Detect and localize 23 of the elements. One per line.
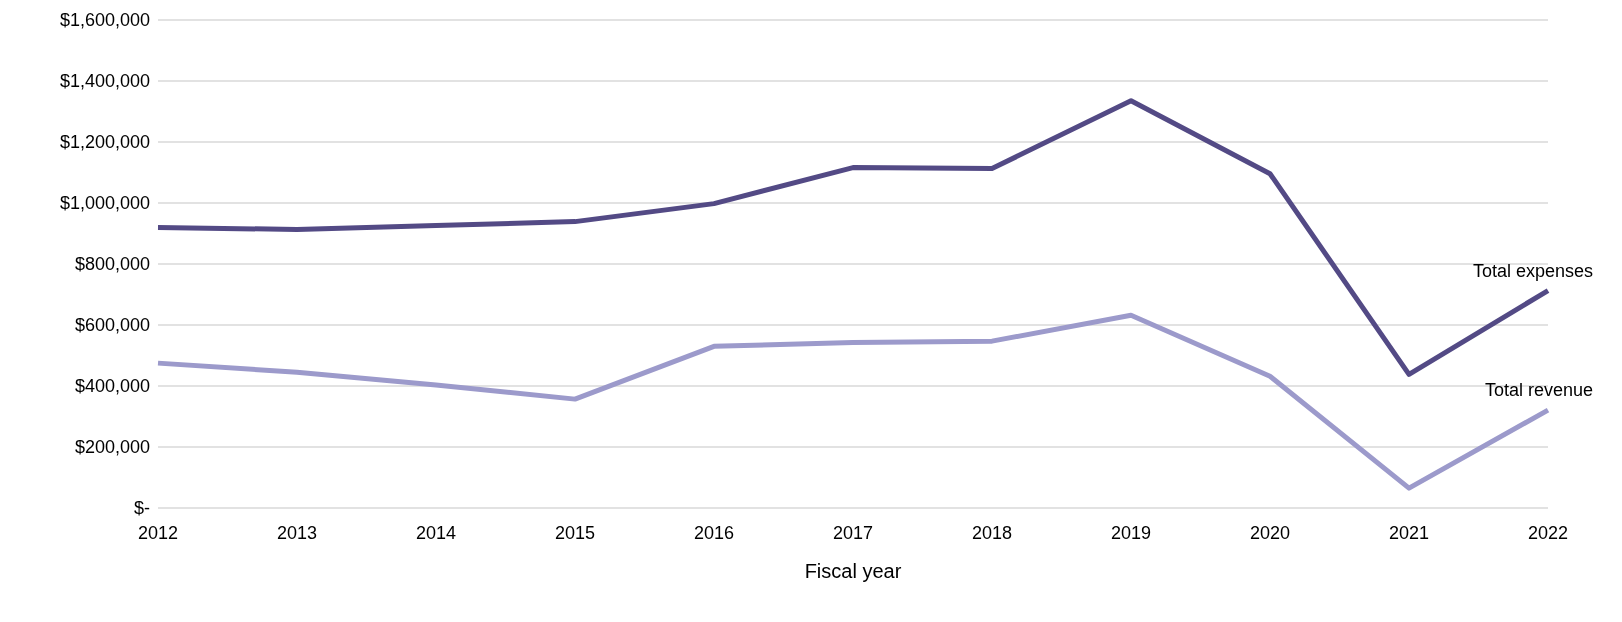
x-axis-title: Fiscal year	[804, 560, 902, 582]
y-tick-label: $1,600,000	[59, 10, 150, 31]
x-tick-label: 2016	[693, 522, 735, 543]
y-tick-label: $1,200,000	[59, 132, 150, 153]
y-tick-label: $400,000	[74, 376, 150, 397]
x-tick-label: 2018	[971, 522, 1013, 543]
x-tick-label: 2013	[276, 522, 318, 543]
x-tick-label: 2019	[1110, 522, 1152, 543]
x-tick-label: 2022	[1527, 522, 1569, 543]
y-tick-label: $-	[133, 498, 150, 519]
x-tick-label: 2015	[554, 522, 596, 543]
y-tick-label: $1,000,000	[59, 193, 150, 214]
x-tick-label: 2017	[832, 522, 874, 543]
y-tick-label: $800,000	[74, 254, 150, 275]
x-tick-label: 2012	[137, 522, 179, 543]
x-tick-label: 2020	[1249, 522, 1291, 543]
x-tick-label: 2021	[1388, 522, 1430, 543]
y-tick-label: $600,000	[74, 315, 150, 336]
y-tick-label: $1,400,000	[59, 71, 150, 92]
series-label: Total revenue	[1484, 380, 1593, 401]
y-tick-label: $200,000	[74, 437, 150, 458]
x-tick-label: 2014	[415, 522, 457, 543]
series-label: Total expenses	[1472, 260, 1593, 281]
